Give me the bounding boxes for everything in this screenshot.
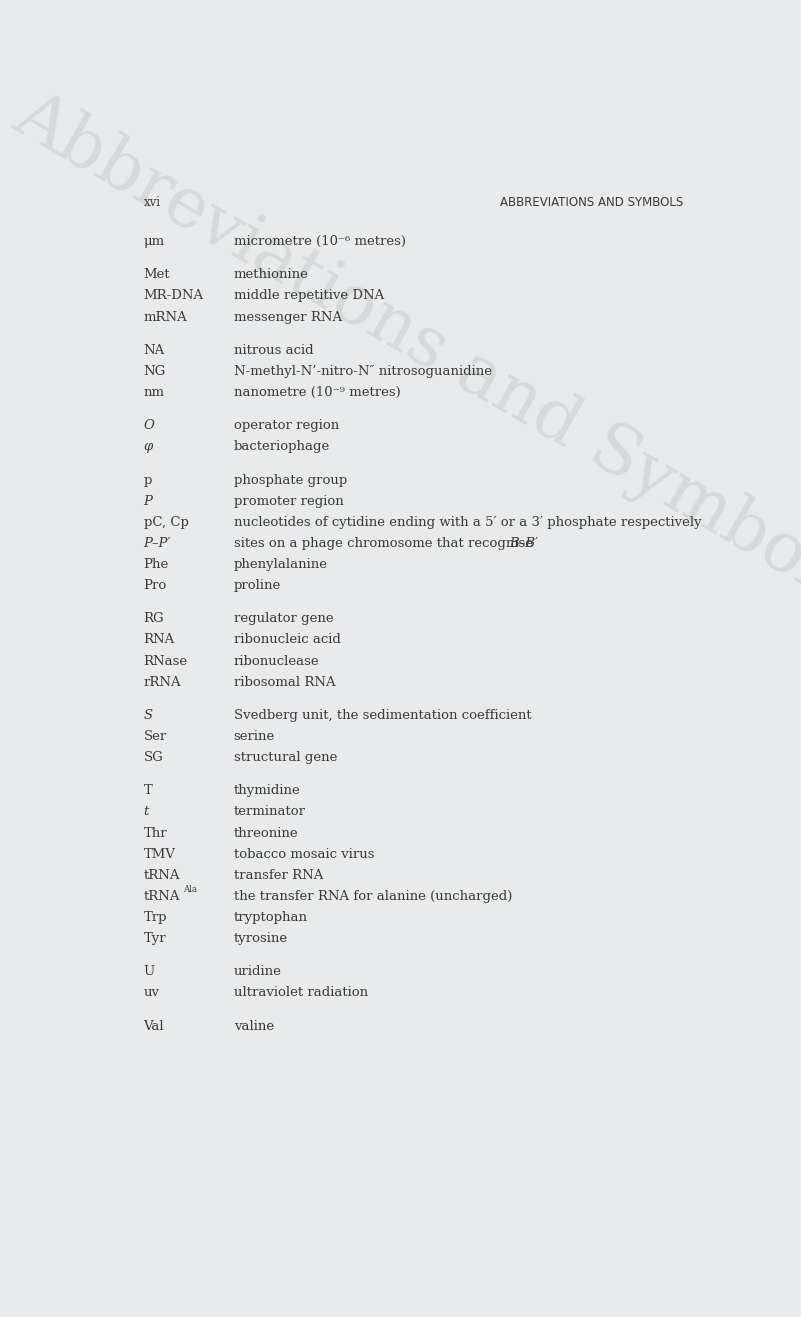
Text: U: U <box>143 965 155 979</box>
Text: S: S <box>143 709 153 722</box>
Text: transfer RNA: transfer RNA <box>234 869 323 881</box>
Text: valine: valine <box>234 1019 274 1033</box>
Text: Phe: Phe <box>143 558 169 572</box>
Text: tRNA: tRNA <box>143 869 180 881</box>
Text: RG: RG <box>143 612 164 626</box>
Text: terminator: terminator <box>234 806 306 818</box>
Text: tobacco mosaic virus: tobacco mosaic virus <box>234 848 374 860</box>
Text: pC, Cp: pC, Cp <box>143 516 188 529</box>
Text: ribonucleic acid: ribonucleic acid <box>234 633 340 647</box>
Text: TMV: TMV <box>143 848 175 860</box>
Text: nm: nm <box>143 386 164 399</box>
Text: operator region: operator region <box>234 419 339 432</box>
Text: threonine: threonine <box>234 827 298 839</box>
Text: B–B′: B–B′ <box>509 537 538 551</box>
Text: t: t <box>143 806 149 818</box>
Text: Pro: Pro <box>143 579 167 593</box>
Text: Ser: Ser <box>143 730 167 743</box>
Text: ribosomal RNA: ribosomal RNA <box>234 676 335 689</box>
Text: phosphate group: phosphate group <box>234 474 347 486</box>
Text: proline: proline <box>234 579 281 593</box>
Text: Val: Val <box>143 1019 164 1033</box>
Text: Trp: Trp <box>143 911 167 925</box>
Text: ribonuclease: ribonuclease <box>234 655 320 668</box>
Text: regulator gene: regulator gene <box>234 612 333 626</box>
Text: mRNA: mRNA <box>143 311 187 324</box>
Text: μm: μm <box>143 236 165 248</box>
Text: NG: NG <box>143 365 166 378</box>
Text: Svedberg unit, the sedimentation coefficient: Svedberg unit, the sedimentation coeffic… <box>234 709 531 722</box>
Text: nitrous acid: nitrous acid <box>234 344 313 357</box>
Text: promoter region: promoter region <box>234 495 344 508</box>
Text: tryptophan: tryptophan <box>234 911 308 925</box>
Text: bacteriophage: bacteriophage <box>234 440 330 453</box>
Text: P–P′: P–P′ <box>143 537 171 551</box>
Text: nanometre (10⁻⁹ metres): nanometre (10⁻⁹ metres) <box>234 386 400 399</box>
Text: middle repetitive DNA: middle repetitive DNA <box>234 290 384 303</box>
Text: serine: serine <box>234 730 275 743</box>
Text: Tyr: Tyr <box>143 932 166 946</box>
Text: micrometre (10⁻⁶ metres): micrometre (10⁻⁶ metres) <box>234 236 405 248</box>
Text: structural gene: structural gene <box>234 751 337 764</box>
Text: p: p <box>143 474 152 486</box>
Text: nucleotides of cytidine ending with a 5′ or a 3′ phosphate respectively: nucleotides of cytidine ending with a 5′… <box>234 516 701 529</box>
Text: thymidine: thymidine <box>234 785 300 797</box>
Text: the transfer RNA for alanine (uncharged): the transfer RNA for alanine (uncharged) <box>234 890 512 903</box>
Text: xvi: xvi <box>143 195 160 208</box>
Text: phenylalanine: phenylalanine <box>234 558 328 572</box>
Text: P: P <box>143 495 152 508</box>
Text: tRNA: tRNA <box>143 890 180 903</box>
Text: NA: NA <box>143 344 165 357</box>
Text: Ala: Ala <box>183 885 197 894</box>
Text: uv: uv <box>143 986 159 1000</box>
Text: uridine: uridine <box>234 965 281 979</box>
Text: SG: SG <box>143 751 163 764</box>
Text: methionine: methionine <box>234 269 308 282</box>
Text: ultraviolet radiation: ultraviolet radiation <box>234 986 368 1000</box>
Text: MR-DNA: MR-DNA <box>143 290 203 303</box>
Text: N-methyl-N’-nitro-N″ nitrosoguanidine: N-methyl-N’-nitro-N″ nitrosoguanidine <box>234 365 492 378</box>
Text: ABBREVIATIONS AND SYMBOLS: ABBREVIATIONS AND SYMBOLS <box>501 195 683 208</box>
Text: φ: φ <box>143 440 153 453</box>
Text: messenger RNA: messenger RNA <box>234 311 342 324</box>
Text: rRNA: rRNA <box>143 676 181 689</box>
Text: RNase: RNase <box>143 655 187 668</box>
Text: Abbreviations and Symbols: Abbreviations and Symbols <box>2 82 801 620</box>
Text: T: T <box>143 785 152 797</box>
Text: O: O <box>143 419 155 432</box>
Text: sites on a phage chromosome that recognise: sites on a phage chromosome that recogni… <box>234 537 537 551</box>
Text: RNA: RNA <box>143 633 175 647</box>
Text: tyrosine: tyrosine <box>234 932 288 946</box>
Text: Met: Met <box>143 269 170 282</box>
Text: Thr: Thr <box>143 827 167 839</box>
